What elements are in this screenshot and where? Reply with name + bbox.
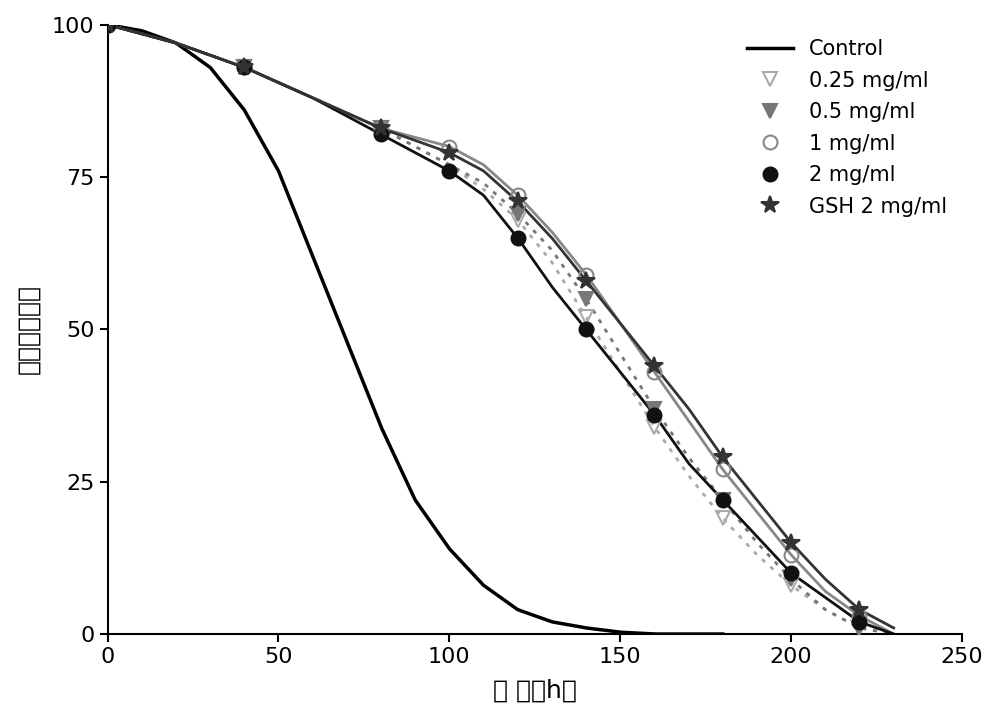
0.5 mg/ml [512, 209, 524, 218]
GSH 2 mg/ml [580, 276, 592, 285]
2 mg/ml [375, 130, 387, 139]
0.25 mg/ml [512, 216, 524, 224]
Line: GSH 2 mg/ml: GSH 2 mg/ml [99, 16, 869, 618]
Line: 0.25 mg/ml: 0.25 mg/ml [101, 18, 866, 635]
1 mg/ml [375, 124, 387, 132]
0.5 mg/ml [853, 623, 865, 632]
1 mg/ml [443, 142, 455, 151]
0.25 mg/ml [717, 514, 729, 523]
0.5 mg/ml [785, 575, 797, 584]
GSH 2 mg/ml [853, 605, 865, 614]
GSH 2 mg/ml [443, 148, 455, 157]
0.5 mg/ml [717, 495, 729, 504]
2 mg/ml [853, 618, 865, 626]
X-axis label: 时 间（h）: 时 间（h） [493, 678, 577, 702]
2 mg/ml [717, 495, 729, 504]
2 mg/ml [512, 234, 524, 242]
0.25 mg/ml [648, 423, 660, 431]
GSH 2 mg/ml [375, 124, 387, 132]
1 mg/ml [785, 551, 797, 559]
2 mg/ml [238, 63, 250, 72]
0.5 mg/ml [648, 404, 660, 413]
1 mg/ml [238, 63, 250, 72]
Legend: Control, 0.25 mg/ml, 0.5 mg/ml, 1 mg/ml, 2 mg/ml, GSH 2 mg/ml: Control, 0.25 mg/ml, 0.5 mg/ml, 1 mg/ml,… [738, 31, 956, 225]
0.25 mg/ml [853, 623, 865, 632]
0.5 mg/ml [102, 20, 114, 29]
2 mg/ml [102, 20, 114, 29]
1 mg/ml [853, 611, 865, 620]
1 mg/ml [512, 191, 524, 200]
2 mg/ml [785, 569, 797, 577]
GSH 2 mg/ml [238, 63, 250, 72]
1 mg/ml [648, 367, 660, 376]
GSH 2 mg/ml [512, 197, 524, 206]
Y-axis label: 存活率（％）: 存活率（％） [17, 284, 41, 375]
1 mg/ml [102, 20, 114, 29]
0.25 mg/ml [375, 124, 387, 132]
Line: 0.5 mg/ml: 0.5 mg/ml [101, 18, 866, 635]
0.5 mg/ml [580, 295, 592, 303]
GSH 2 mg/ml [717, 453, 729, 462]
1 mg/ml [717, 465, 729, 474]
0.5 mg/ml [238, 63, 250, 72]
0.25 mg/ml [238, 63, 250, 72]
2 mg/ml [443, 167, 455, 175]
Line: 1 mg/ml: 1 mg/ml [101, 18, 866, 623]
GSH 2 mg/ml [785, 539, 797, 547]
2 mg/ml [580, 325, 592, 334]
0.25 mg/ml [580, 313, 592, 321]
0.25 mg/ml [785, 581, 797, 590]
2 mg/ml [648, 411, 660, 419]
0.5 mg/ml [375, 124, 387, 132]
1 mg/ml [580, 270, 592, 279]
Line: 2 mg/ml: 2 mg/ml [101, 18, 866, 629]
0.25 mg/ml [102, 20, 114, 29]
GSH 2 mg/ml [648, 362, 660, 370]
GSH 2 mg/ml [102, 20, 114, 29]
